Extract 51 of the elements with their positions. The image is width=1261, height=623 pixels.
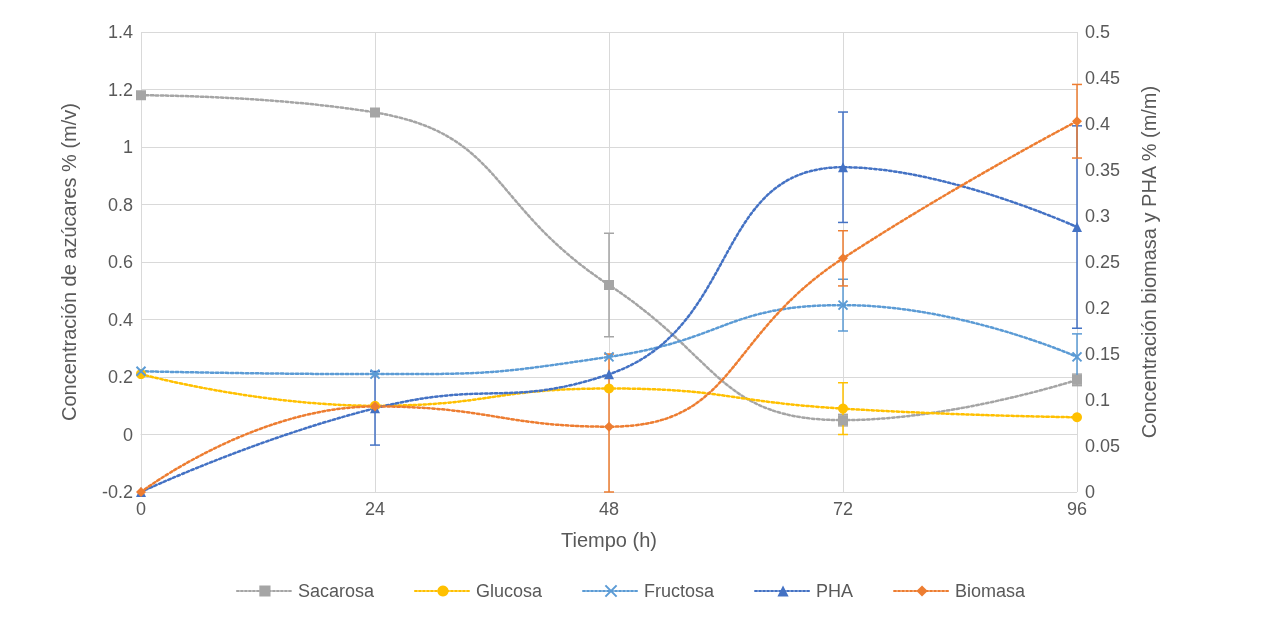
y2-axis-title: Concentración biomasa y PHA % (m/m) [1138,85,1160,439]
point [1072,222,1082,233]
point [136,90,146,101]
y2-tick-label: 0.2 [1085,298,1111,318]
point [135,365,147,377]
y2-tick-label: 0.05 [1085,436,1121,456]
y-tick-label: 0.8 [107,194,133,215]
y-axis-title: Concentración de azúcares % (m/v) [58,103,80,421]
point [838,403,848,414]
y2-tick-label: 0.35 [1085,160,1121,180]
point [604,369,614,380]
x-tick-label: 72 [832,499,854,519]
x-tick-label: 0 [135,499,147,519]
point [838,162,848,173]
x-tick-label: 24 [364,499,386,519]
y-tick-label: 0.6 [107,252,133,272]
point [369,368,381,380]
y2-tick-label: 0.5 [1085,22,1111,42]
y2-tick-label: 0.15 [1085,344,1121,364]
point [604,421,614,432]
point [370,107,380,118]
y2-tick-label: 0 [1085,482,1096,502]
y2-tick-label: 0.3 [1085,206,1111,226]
legend-label: Biomasa [955,581,1027,601]
y2-tick-label: 0.1 [1085,390,1111,410]
x-axis-title: Tiempo (h) [561,529,657,551]
y-tick-label: 0.2 [107,367,133,387]
x-tick-label: 96 [1066,499,1088,519]
y2-tick-label: 0.45 [1085,68,1121,88]
y-tick-label: 1.4 [107,22,133,42]
point [838,253,848,264]
y2-tick-label: 0.4 [1085,114,1111,134]
point [1071,351,1083,363]
y-tick-label: -0.2 [101,482,133,502]
point [837,299,849,311]
legend-label: Fructosa [644,581,716,601]
legend-label: PHA [816,581,854,601]
point [604,383,614,394]
y-tick-label: 1.2 [107,79,133,100]
y-tick-label: 0 [122,424,133,445]
x-tick-label: 48 [598,499,620,519]
point [604,280,614,290]
point [1072,374,1082,385]
point [1072,412,1082,423]
legend-label: Sacarosa [297,581,375,601]
y2-tick-label: 0.25 [1085,252,1121,272]
legend-label: Glucosa [475,581,543,601]
y-tick-label: 1 [122,137,133,157]
point [1072,116,1082,127]
point [603,351,615,363]
y-tick-label: 0.4 [107,309,133,330]
